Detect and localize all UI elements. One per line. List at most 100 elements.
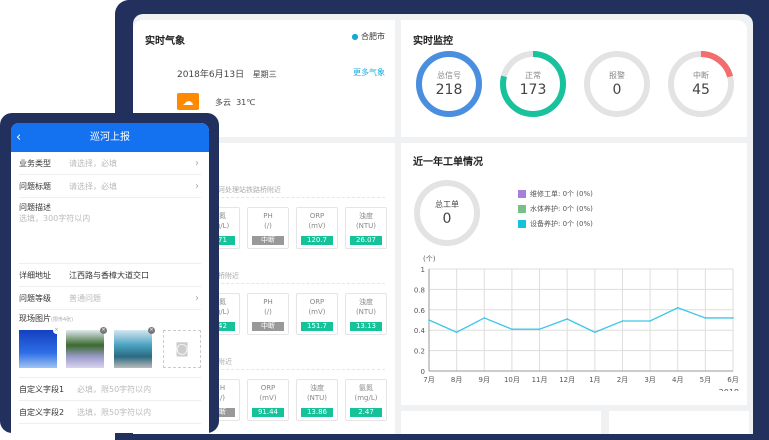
metric-name: 氨氮 [359, 384, 373, 392]
metric-unit: (mg/L) [354, 394, 378, 402]
ring-1: 正常 173 [499, 50, 567, 118]
custom-field-2[interactable]: 自定义字段2 选填，限50字符以内 [19, 401, 201, 424]
site-name: …河处理站铁路桥附近 [211, 186, 281, 194]
data-point [455, 331, 458, 334]
issue-title-field[interactable]: 问题标题 请选择，必填 › [19, 175, 201, 198]
business-type-field[interactable]: 业务类型 请选择，必填 › [19, 152, 201, 175]
metric-unit: (NTU) [355, 308, 377, 316]
legend-equipment: 设备养护: 0个 (0%) [518, 219, 593, 229]
add-photo-camera-icon[interactable]: ◙ [163, 330, 201, 368]
back-arrow-icon[interactable]: ‹ [16, 130, 22, 145]
weather-weekday: 星期三 [252, 70, 277, 79]
issue-level-field[interactable]: 问题等级 普通问题 › [19, 287, 201, 310]
legend-repair: 维修工单: 0个 (0%) [518, 189, 593, 199]
metric-card[interactable]: ORP (mV) 91.44 [247, 379, 289, 421]
location-pin-icon: ● [351, 32, 359, 41]
x-tick-label: 3月 [644, 376, 655, 384]
metric-card[interactable]: ORP (mV) 151.7 [296, 293, 338, 335]
monitor-title: 实时监控 [413, 36, 453, 47]
data-point [483, 317, 486, 319]
y-tick-label: 0 [421, 368, 425, 376]
metric-name: PH [263, 298, 273, 306]
metric-value: 26.07 [350, 236, 382, 245]
remove-photo-icon[interactable]: × [148, 327, 155, 334]
metric-name: 浊度 [310, 384, 324, 392]
data-point [538, 328, 541, 330]
metric-unit: …g/L) [208, 222, 230, 230]
data-point [621, 320, 624, 322]
x-tick-label: 10月 [504, 376, 520, 384]
x-tick-label: 12月 [559, 376, 575, 384]
photo-thumbnail[interactable]: × [66, 327, 107, 368]
y-axis-unit: (个) [423, 255, 436, 263]
x-extra-label: 2018 [719, 388, 739, 391]
chevron-right-icon: › [195, 181, 199, 192]
ring-2: 报警 0 [583, 50, 651, 118]
metric-value: 120.7 [301, 236, 333, 245]
remove-photo-icon[interactable]: × [100, 327, 107, 334]
city-name: 合肥市 [361, 32, 385, 41]
metric-value: 中断 [252, 236, 284, 245]
metric-unit: (mV) [308, 308, 326, 316]
remove-photo-icon[interactable]: × [53, 327, 60, 334]
description-field[interactable]: 问题描述 选填，300字符以内 [19, 198, 201, 264]
ring-3: 中断 45 [667, 50, 735, 118]
metric-name: …氮 [212, 212, 226, 220]
y-tick-label: 1 [421, 266, 425, 274]
y-tick-label: 0.4 [414, 327, 426, 335]
metric-card[interactable]: PH (/) 中断 [247, 207, 289, 249]
metric-card[interactable]: PH (/) 中断 [247, 293, 289, 335]
ring-arc [668, 51, 734, 117]
address-field[interactable]: 详细地址 江西路与香樟大道交口 [19, 264, 201, 287]
metric-card[interactable]: 浊度 (NTU) 13.86 [296, 379, 338, 421]
site-name: …附近 [211, 358, 232, 366]
metric-value: 91.44 [252, 408, 284, 417]
metric-value: 13.86 [301, 408, 333, 417]
metric-value: 中断 [252, 322, 284, 331]
more-weather-link[interactable]: 更多气象 [353, 68, 385, 77]
metric-name: 浊度 [359, 298, 373, 306]
x-tick-label: 8月 [451, 376, 462, 384]
bottom-panel-left [401, 411, 601, 434]
metric-card[interactable]: 浊度 (NTU) 13.13 [345, 293, 387, 335]
x-tick-label: 6月 [727, 376, 738, 384]
metric-value: …断 [203, 408, 235, 417]
series-line [428, 307, 733, 333]
metric-card[interactable]: 浊度 (NTU) 26.07 [345, 207, 387, 249]
metric-card[interactable]: 氨氮 (mg/L) 2.47 [345, 379, 387, 421]
metric-unit: (NTU) [306, 394, 328, 402]
metric-value: 2.47 [350, 408, 382, 417]
metric-name: 浊度 [359, 212, 373, 220]
ring-value: 218 [435, 82, 463, 98]
y-tick-label: 0.8 [414, 286, 425, 294]
y-tick-label: 0.2 [414, 348, 425, 356]
metric-name: ORP [260, 384, 276, 392]
x-tick-label: 7月 [423, 376, 434, 384]
metric-value: 151.7 [301, 322, 333, 331]
ring-label: 正常 [525, 71, 541, 80]
data-point [511, 328, 513, 330]
ring-arc [416, 51, 482, 117]
metric-card[interactable]: ORP (mV) 120.7 [296, 207, 338, 249]
weather-condition: 多云 [215, 98, 231, 107]
bottom-panel-right [609, 411, 749, 434]
phone-header: ‹ 巡河上报 [11, 123, 209, 152]
x-tick-label: 11月 [532, 376, 548, 384]
custom-field-1[interactable]: 自定义字段1 必填，限50字符以内 [19, 378, 201, 401]
work-orders-line-chart: (个) 0 0.2 0.4 0.6 0.8 1 7月 8月 9月 10月 11月 12月 1月 2月 3月 4月… [414, 255, 739, 391]
ring-value: 0 [612, 82, 622, 98]
weather-title: 实时气象 [145, 36, 185, 47]
dashboard: 实时气象 ● 合肥市 2018年6月13日 星期三 更多气象 ☁ 多云 31℃ … [133, 14, 753, 434]
photo-thumbnail[interactable]: × [19, 327, 60, 368]
legend-swatch [518, 205, 526, 213]
metric-unit: (/) [264, 222, 272, 230]
chevron-right-icon: › [195, 293, 199, 304]
city-selector[interactable]: ● 合肥市 [351, 31, 385, 42]
ring-value: 173 [519, 82, 547, 98]
data-point [428, 319, 430, 321]
photo-thumbnail[interactable]: × [114, 327, 155, 368]
x-tick-label: 1月 [589, 376, 600, 384]
weather-temp: 31℃ [236, 98, 256, 107]
data-point [732, 317, 734, 319]
ring-0: 总信号 218 [415, 50, 483, 118]
